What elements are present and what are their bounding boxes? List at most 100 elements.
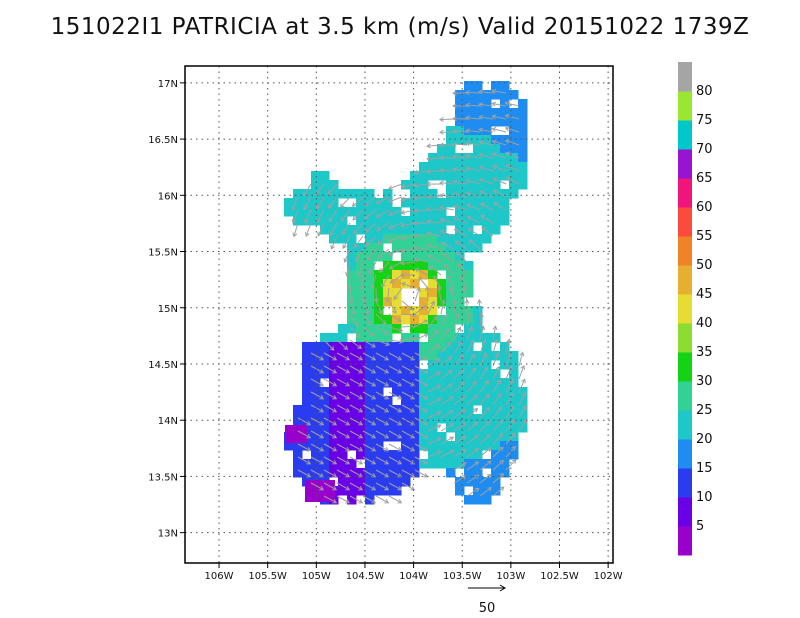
wind-vector-head [467, 227, 473, 233]
wind-vector [505, 152, 520, 159]
wind-vector-head [511, 432, 516, 438]
wind-cell [347, 306, 357, 316]
wind-vector [427, 330, 439, 341]
wind-vector [336, 456, 350, 465]
wind-cell [419, 252, 429, 262]
wind-cell [437, 405, 447, 415]
wind-vector [323, 339, 335, 351]
colorbar-label: 40 [696, 316, 713, 331]
wind-cell [464, 414, 474, 424]
wind-vector [492, 406, 503, 419]
wind-cell [347, 468, 357, 478]
wind-cell [347, 207, 357, 217]
wind-vector-head [426, 156, 431, 162]
wind-cell [311, 369, 321, 379]
wind-vector [479, 166, 494, 172]
wind-vector-head [330, 244, 335, 250]
wind-cell [347, 234, 357, 244]
wind-vector [492, 140, 507, 146]
wind-cell [464, 234, 474, 244]
wind-vector [440, 218, 455, 224]
wind-vector-head [411, 336, 417, 341]
wind-cell [284, 198, 294, 208]
wind-vector [349, 482, 363, 491]
wind-vector [440, 314, 448, 328]
wind-cell [302, 441, 312, 451]
wind-vector [291, 196, 299, 210]
wind-cell [356, 387, 366, 397]
wind-cell [455, 180, 465, 190]
wind-cell [401, 180, 411, 190]
colorbar-label: 45 [696, 287, 713, 302]
wind-vector [375, 404, 389, 413]
wind-vector [375, 482, 389, 491]
wind-vector-head [493, 338, 499, 344]
wind-cell [473, 81, 483, 91]
wind-vector [375, 352, 389, 361]
wind-cell [500, 189, 510, 199]
wind-cell [356, 423, 366, 433]
wind-vector-head [358, 447, 364, 452]
wind-vector [479, 116, 494, 120]
wind-cell [329, 369, 339, 379]
wind-cell [446, 279, 456, 289]
wind-vector [460, 275, 468, 289]
wind-vector [362, 430, 376, 439]
wind-vector-head [291, 219, 297, 224]
wind-vector-head [436, 450, 442, 455]
wind-vector-head [440, 299, 446, 305]
wind-vector [386, 287, 390, 302]
wind-vector-head [439, 229, 445, 235]
wind-vector-head [345, 421, 351, 426]
wind-vector [505, 379, 513, 393]
wind-vector-head [388, 264, 394, 270]
wind-vector-head [481, 226, 486, 232]
wind-vector [452, 130, 468, 133]
wind-vector-head [460, 274, 465, 280]
wind-vector-head [384, 486, 390, 491]
wind-vector [293, 222, 299, 237]
wind-vector [362, 443, 376, 452]
wind-vector-head [352, 215, 358, 221]
wind-vector [505, 102, 520, 107]
wind-vector [466, 354, 476, 367]
wind-cell [410, 405, 420, 415]
wind-cell [473, 180, 483, 190]
wind-cell [365, 216, 375, 226]
wind-cell [347, 288, 357, 298]
wind-vector [492, 115, 507, 120]
wind-vector-head [471, 367, 477, 373]
wind-vector-head [371, 408, 377, 413]
wind-vector-head [410, 395, 416, 400]
wind-vector-head [480, 215, 486, 220]
wind-vector [388, 365, 402, 374]
wind-cell [338, 387, 348, 397]
wind-vector [323, 456, 337, 465]
wind-vector [479, 434, 491, 445]
wind-vector [323, 482, 337, 491]
wind-vector [388, 209, 403, 216]
wind-vector [310, 378, 324, 387]
wind-cell [473, 360, 483, 370]
wind-cell [491, 333, 501, 343]
wind-vector [506, 177, 520, 185]
wind-cell [338, 432, 348, 442]
wind-vector [492, 102, 507, 107]
wind-vector [440, 383, 453, 393]
wind-cell [455, 171, 465, 181]
wind-cell [500, 441, 510, 451]
wind-vector-head [329, 346, 335, 351]
wind-vector-head [345, 408, 351, 413]
wind-vector [453, 435, 466, 445]
wind-vector-head [510, 405, 515, 411]
wind-vector [453, 422, 466, 432]
wind-vector [344, 248, 351, 263]
wind-vector [376, 222, 390, 231]
wind-vector [492, 446, 504, 458]
wind-vector-head [505, 176, 511, 182]
wind-vector [453, 395, 466, 406]
wind-vector-head [436, 384, 442, 390]
wind-vector [336, 365, 350, 374]
wind-cell [473, 306, 483, 316]
wind-vector-head [452, 299, 458, 304]
